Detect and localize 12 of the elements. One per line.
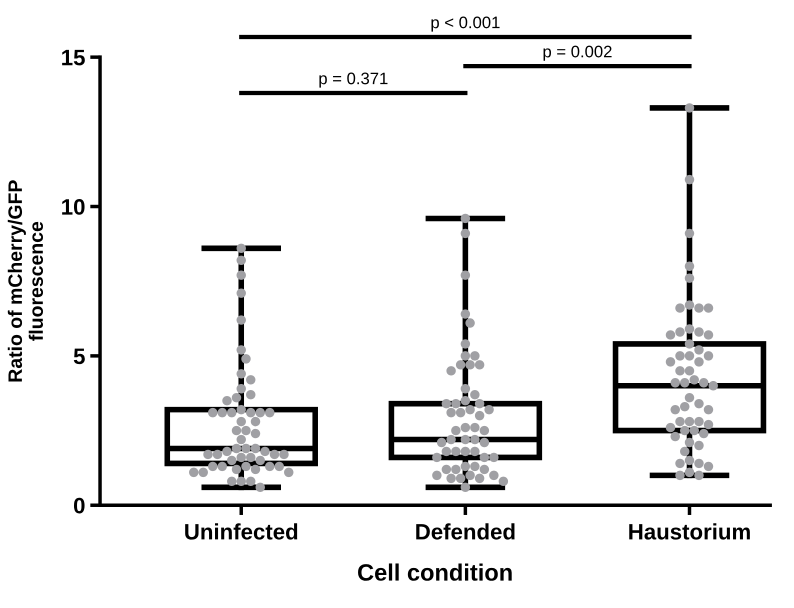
y-tick-label: 10 (62, 199, 85, 215)
text: p < 0.001 (431, 16, 500, 32)
x-tick-label: Defended (416, 523, 515, 540)
annotation: p = 0.002 (544, 46, 612, 61)
x-tick-label: Uninfected (185, 523, 298, 540)
x-axis-title: Cell condition (358, 563, 512, 581)
x-tick-label: Haustorium (629, 523, 750, 540)
annotation: p = 0.371 (319, 72, 388, 88)
y-tick-label: 0 (74, 498, 85, 514)
y-axis-title: Ratio of mCherry/GFP fluorescence (8, 180, 44, 382)
y-tick-label: 5 (74, 348, 85, 364)
y-tick-label: 15 (62, 50, 85, 66)
